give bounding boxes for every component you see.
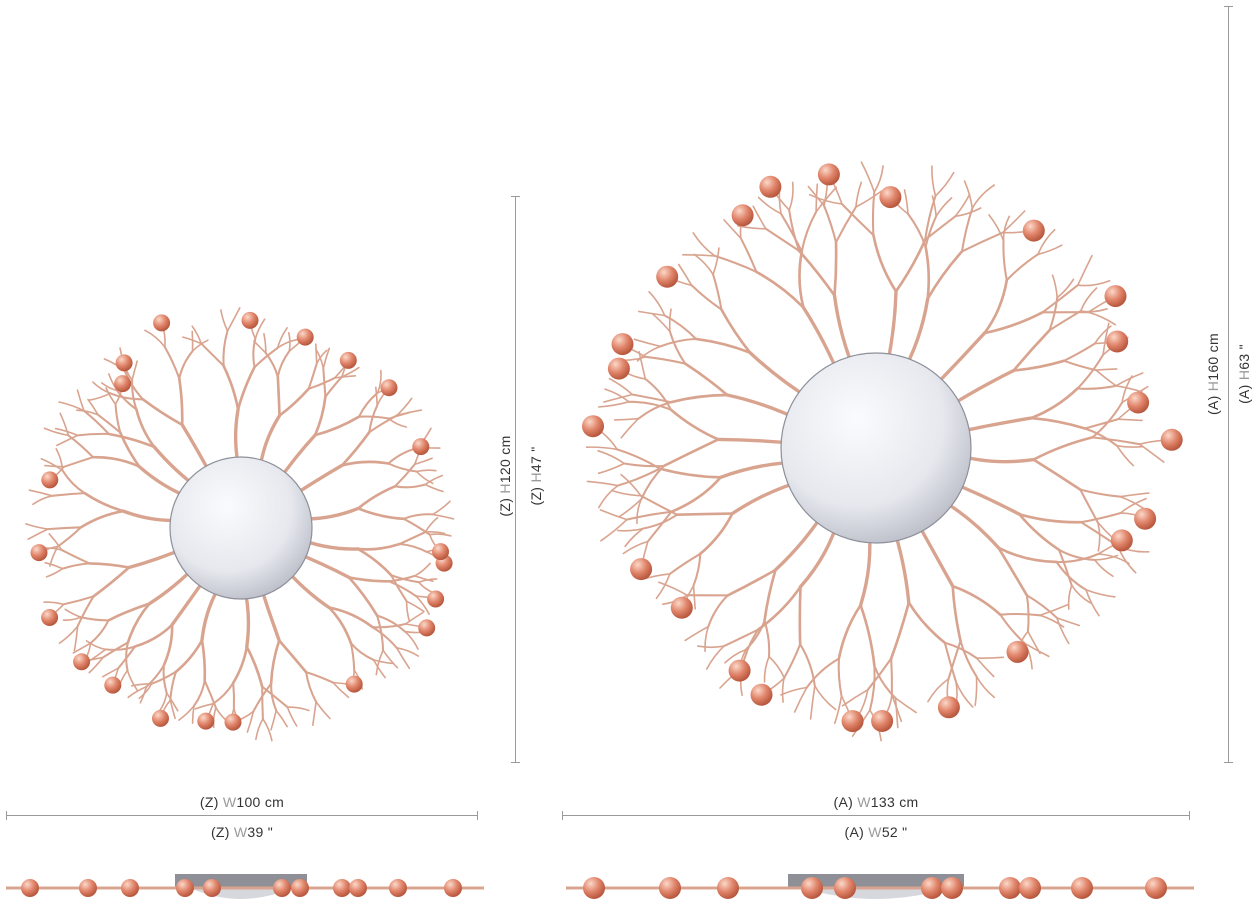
bead — [750, 683, 773, 706]
bead — [656, 265, 679, 288]
beads — [582, 163, 1183, 733]
bead — [30, 544, 48, 562]
bead — [152, 709, 169, 727]
bead — [345, 675, 363, 693]
small-fixture-front-view — [25, 307, 455, 742]
bead — [73, 653, 91, 671]
bead — [670, 596, 693, 619]
bead — [296, 328, 314, 346]
bead — [380, 379, 398, 397]
small-width-line — [6, 811, 478, 820]
bead — [1022, 219, 1045, 242]
bead — [841, 710, 864, 733]
bead — [418, 619, 436, 637]
bead — [115, 354, 133, 372]
bead — [941, 877, 963, 899]
bead — [79, 879, 97, 897]
small-width-in-label: (Z) W39 " — [210, 824, 274, 840]
bead — [291, 879, 309, 897]
bead — [121, 879, 139, 897]
bead — [241, 311, 259, 329]
bead — [1145, 877, 1167, 899]
bead — [1110, 529, 1133, 552]
bead — [717, 877, 739, 899]
bead — [1106, 330, 1129, 353]
bead — [41, 609, 59, 626]
bead — [937, 696, 960, 719]
bead — [879, 186, 902, 209]
bead — [1019, 877, 1041, 899]
bead — [1006, 640, 1029, 663]
bead — [176, 879, 194, 897]
bead — [1134, 507, 1157, 530]
bead — [349, 879, 367, 897]
bead — [728, 659, 751, 682]
bead — [659, 877, 681, 899]
center-globe — [169, 456, 313, 600]
bead — [817, 163, 840, 186]
small-width-cm-label: (Z) W100 cm — [199, 794, 285, 810]
beads — [30, 311, 453, 731]
bead — [582, 415, 604, 438]
bead — [607, 357, 630, 380]
large-fixture-side-view — [566, 874, 1194, 899]
small-fixture-side-view — [6, 874, 484, 899]
bead — [41, 471, 59, 489]
large-width-cm-label: (A) W133 cm — [833, 794, 919, 810]
bead — [104, 676, 122, 694]
large-height-cm-label: (A) H160 cm — [1205, 333, 1221, 415]
bead — [759, 175, 782, 198]
bead — [203, 879, 221, 897]
bead — [427, 590, 445, 608]
bead — [21, 879, 39, 897]
bead — [1071, 877, 1093, 899]
bead — [412, 438, 430, 456]
bead — [339, 351, 357, 369]
bead — [731, 204, 754, 227]
large-width-line — [562, 811, 1190, 820]
large-fixture-front-view — [582, 161, 1183, 742]
large-height-in-label: (A) H63 " — [1236, 344, 1252, 404]
canopy — [788, 874, 964, 888]
bead — [921, 877, 943, 899]
small-height-line — [511, 196, 520, 763]
bead — [871, 710, 894, 732]
bead — [153, 314, 171, 332]
large-width-in-label: (A) W52 " — [844, 824, 908, 840]
large-height-line — [1224, 6, 1233, 763]
bead — [197, 712, 215, 730]
bead — [432, 543, 449, 561]
bead — [834, 877, 856, 899]
small-height-cm-label: (Z) H120 cm — [497, 435, 513, 517]
bead — [273, 879, 291, 897]
bead — [1160, 428, 1183, 451]
bead — [333, 879, 351, 897]
bead — [444, 879, 462, 897]
center-globe — [780, 352, 972, 544]
bead — [999, 877, 1021, 899]
bead — [611, 333, 634, 356]
bead — [583, 877, 605, 899]
bead — [630, 558, 653, 581]
bead — [801, 877, 823, 899]
bead — [1104, 285, 1127, 308]
bead — [224, 713, 242, 731]
small-height-in-label: (Z) H47 " — [528, 446, 544, 506]
bead — [114, 375, 132, 393]
bead — [389, 879, 407, 897]
bead — [1127, 391, 1150, 414]
